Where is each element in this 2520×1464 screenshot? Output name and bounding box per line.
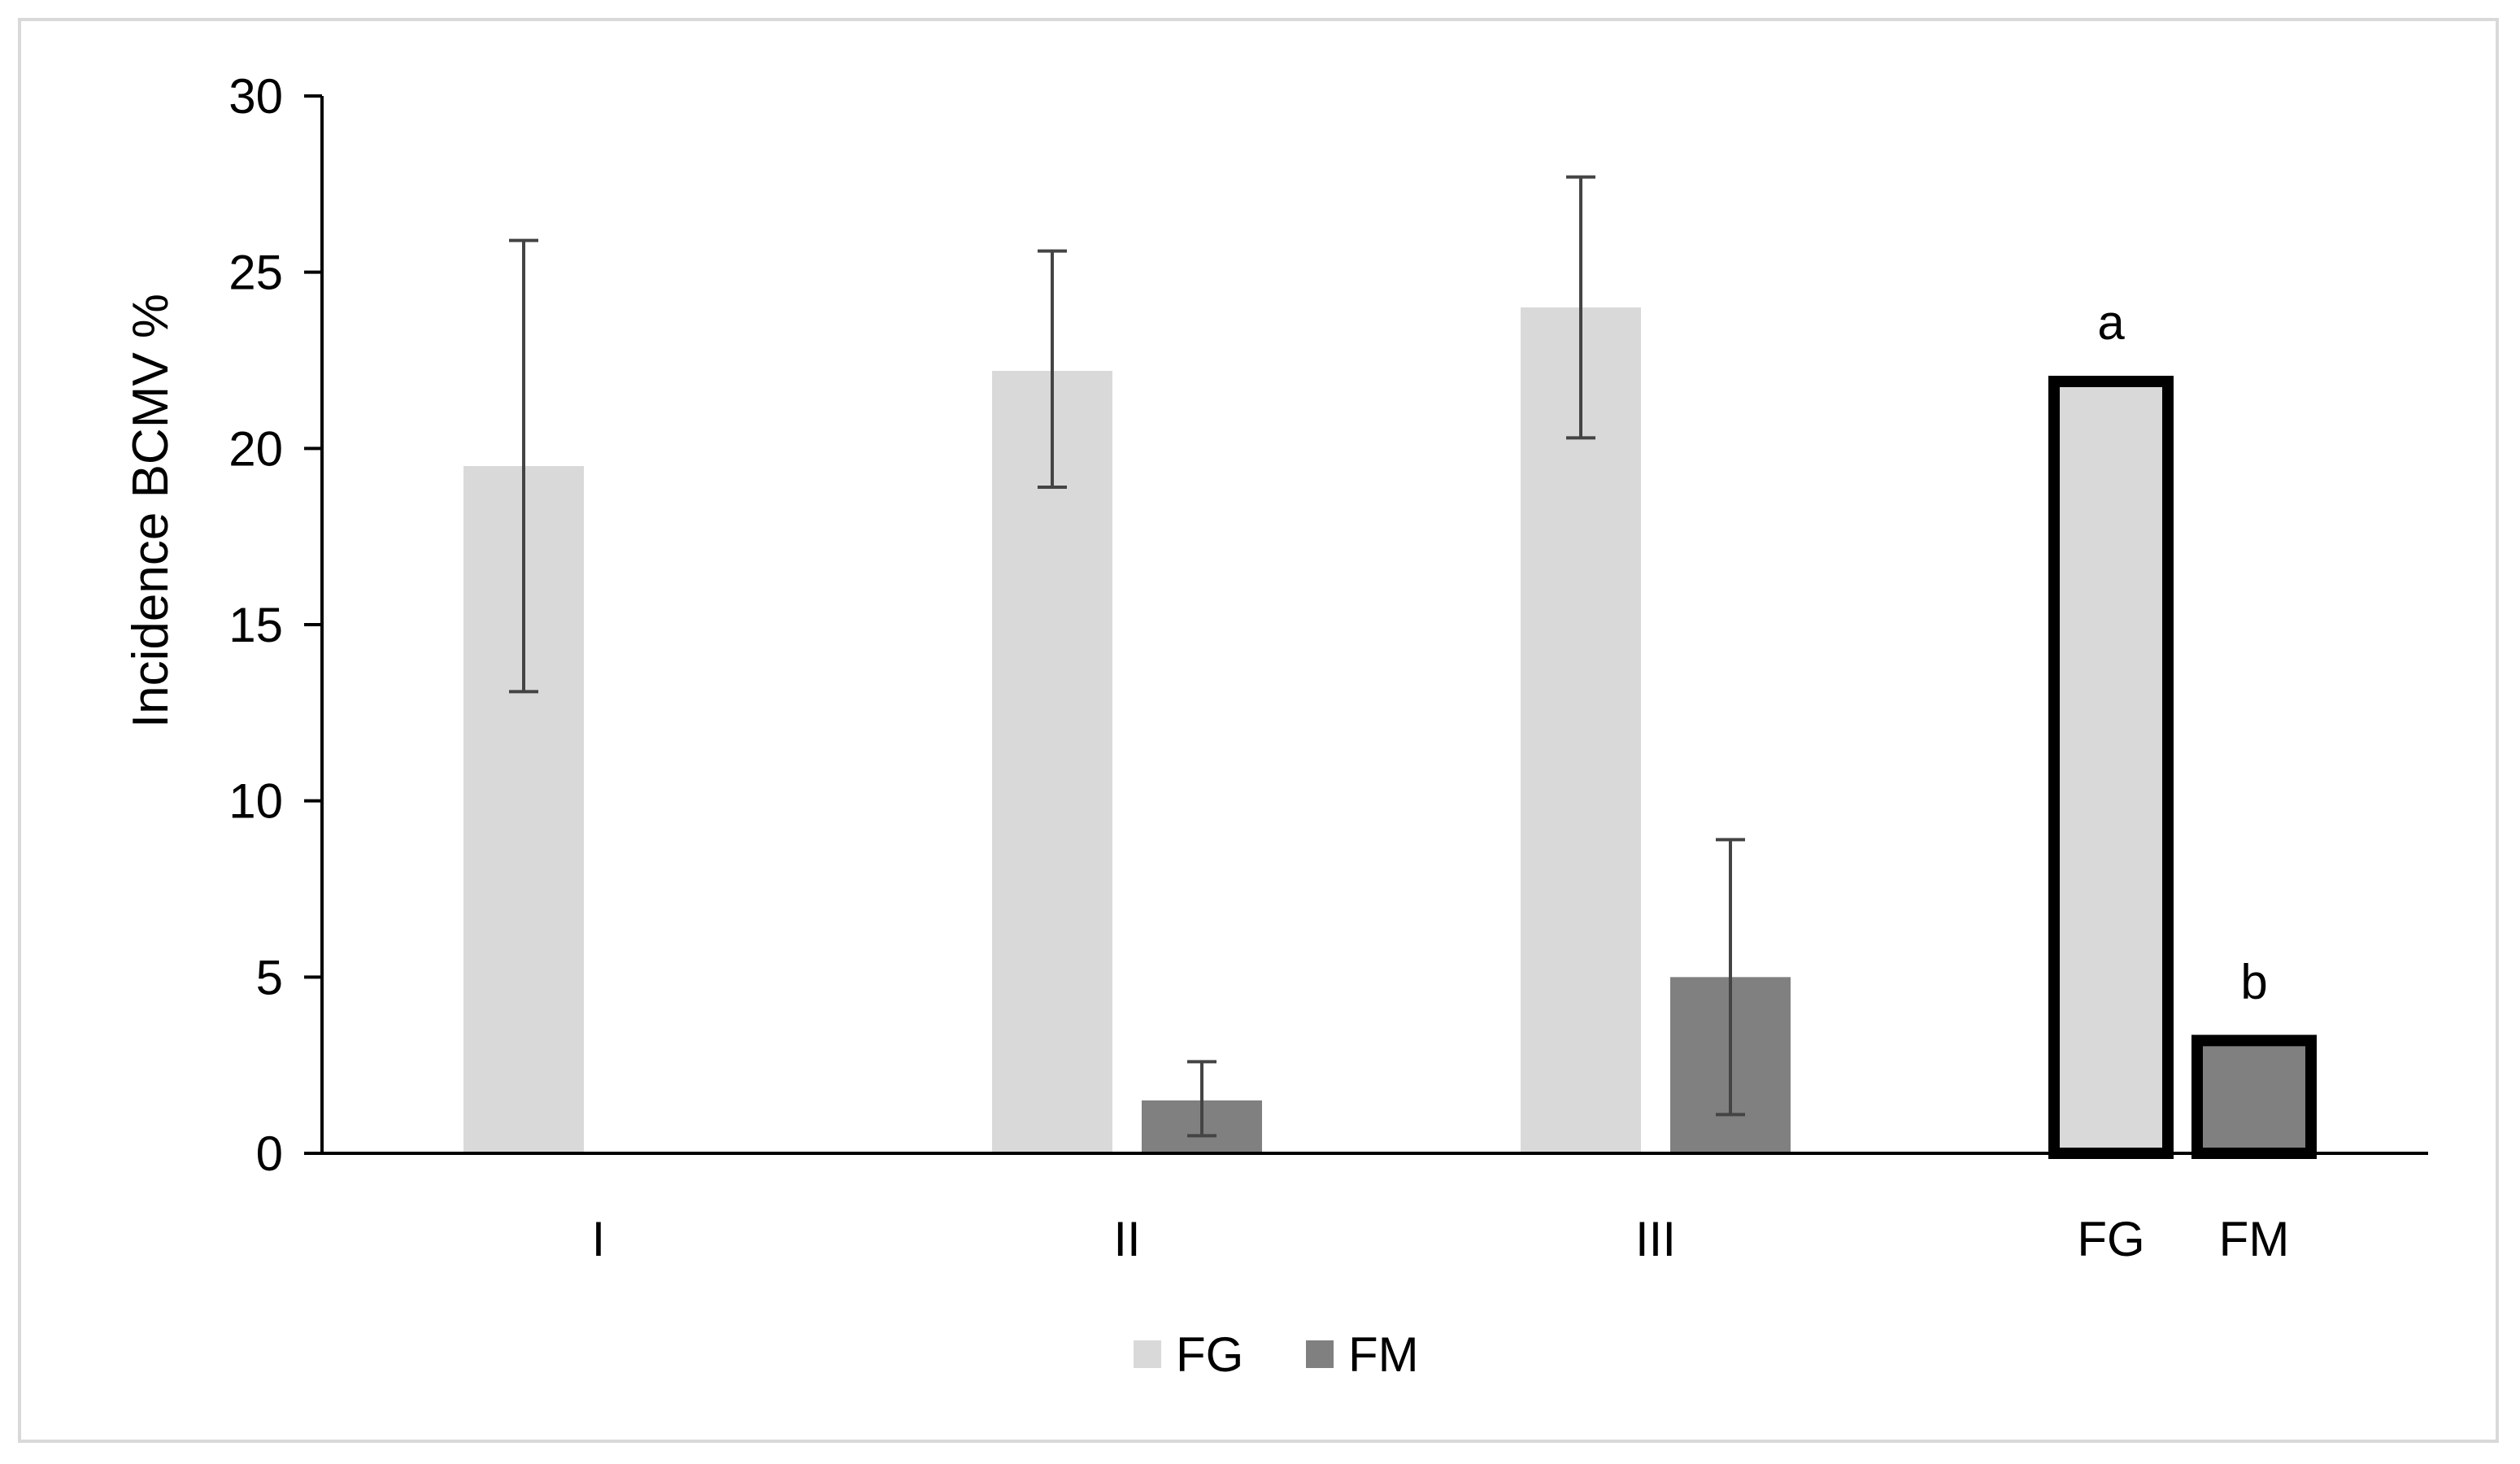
legend: FG FM (1134, 1327, 1419, 1382)
summary-bar-fg (2048, 376, 2174, 1159)
significance-letter: a (2097, 295, 2125, 350)
y-axis-label: Incidence BCMV % (123, 294, 179, 728)
y-tick-label: 10 (228, 774, 283, 829)
x-tick-label: FM (2219, 1212, 2290, 1266)
y-tick-label: 0 (256, 1126, 283, 1181)
bars-layer: ab (464, 175, 2317, 1160)
y-tick-label: 30 (228, 69, 283, 124)
legend-swatch-fg (1134, 1340, 1161, 1368)
summary-bar-fm (2191, 1035, 2317, 1160)
significance-letter: b (2240, 954, 2267, 1009)
x-tick-labels: I II III FG FM (592, 1212, 2290, 1266)
y-tick-label: 25 (228, 246, 283, 300)
legend-swatch-fm (1306, 1340, 1334, 1368)
x-tick-label: FG (2077, 1212, 2144, 1266)
y-tick-label: 5 (256, 950, 283, 1004)
y-tick-label: 20 (228, 421, 283, 476)
x-tick-label: III (1635, 1212, 1676, 1266)
x-tick-label: I (592, 1212, 606, 1266)
bar-fg-ii (992, 371, 1112, 1153)
x-tick-label: II (1113, 1212, 1140, 1266)
bar-fg-iii (1521, 307, 1641, 1153)
legend-label-fg: FG (1176, 1327, 1243, 1382)
legend-label-fm: FM (1348, 1327, 1419, 1382)
y-tick-label: 15 (228, 598, 283, 652)
y-ticks: 0 5 10 15 20 25 30 (228, 69, 322, 1181)
